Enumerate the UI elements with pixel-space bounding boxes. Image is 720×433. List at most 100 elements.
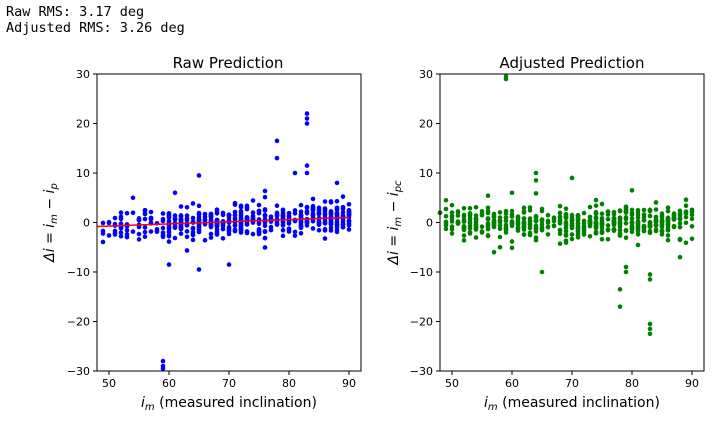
data-point (563, 212, 569, 217)
data-point (256, 230, 262, 235)
data-point (581, 228, 587, 233)
data-point (647, 213, 653, 219)
data-point (665, 215, 671, 221)
data-point (166, 239, 172, 244)
data-point (226, 229, 232, 234)
data-point (304, 205, 310, 210)
data-point (581, 210, 587, 216)
data-point (160, 234, 166, 240)
chart-title: Raw Prediction (173, 54, 284, 72)
data-point (473, 213, 479, 218)
data-point (262, 207, 268, 212)
data-point (334, 207, 340, 213)
data-point (262, 235, 268, 241)
y-tick-label: 0 (83, 217, 90, 230)
data-point (581, 225, 587, 230)
data-point (689, 207, 695, 213)
data-point (593, 203, 599, 208)
data-point (280, 227, 286, 233)
data-point (569, 212, 575, 218)
data-point (473, 222, 479, 228)
data-point (503, 215, 509, 220)
data-point (316, 205, 322, 211)
data-point (593, 211, 599, 217)
data-point (214, 231, 220, 236)
data-point (346, 227, 352, 232)
data-point (160, 366, 166, 371)
data-point (136, 216, 142, 221)
data-point (497, 218, 503, 224)
data-point (605, 216, 611, 222)
data-point (461, 212, 467, 218)
data-point (539, 217, 545, 222)
data-point (575, 213, 581, 219)
data-point (521, 216, 527, 221)
data-point (256, 220, 262, 226)
data-point (683, 203, 689, 209)
data-point (449, 202, 455, 208)
data-point (509, 212, 515, 217)
data-point (298, 220, 304, 225)
data-point (473, 216, 479, 222)
data-point (262, 229, 268, 235)
data-point (509, 190, 515, 196)
data-point (136, 224, 142, 230)
data-point (178, 213, 184, 219)
console-output: Raw RMS: 3.17 deg Adjusted RMS: 3.26 deg (6, 4, 185, 36)
data-point (238, 223, 244, 229)
chart-title: Adjusted Prediction (500, 54, 645, 72)
data-point (587, 204, 593, 210)
data-point (533, 225, 539, 231)
data-point (497, 226, 503, 232)
data-point (214, 226, 220, 232)
data-point (166, 232, 172, 238)
data-point (527, 218, 533, 224)
data-point (605, 227, 611, 233)
data-point (461, 206, 467, 211)
data-point (611, 216, 617, 221)
data-point (479, 224, 485, 229)
data-point (563, 232, 569, 237)
data-point (635, 222, 641, 227)
x-tick-label: 70 (565, 377, 579, 390)
y-axis-label: Δi = im − ipc (386, 180, 404, 266)
data-point (292, 229, 298, 235)
data-point (443, 226, 449, 232)
data-point (262, 223, 268, 229)
y-tick-label: 10 (76, 167, 90, 180)
data-point (118, 221, 124, 226)
data-point (545, 218, 551, 224)
data-point (563, 219, 569, 225)
data-point (563, 215, 569, 221)
data-point (292, 233, 298, 238)
data-point (340, 204, 346, 210)
data-point (346, 221, 352, 227)
data-point (593, 216, 599, 221)
data-point (304, 116, 310, 121)
data-point (142, 225, 148, 230)
data-point (677, 224, 683, 230)
data-point (334, 198, 340, 204)
data-point (557, 214, 563, 220)
data-point (214, 207, 220, 212)
data-point (575, 222, 581, 228)
data-point (142, 211, 148, 217)
data-point (316, 222, 322, 227)
data-point (268, 227, 274, 233)
data-point (262, 188, 268, 194)
data-point (647, 331, 653, 337)
data-point (202, 211, 208, 217)
data-point (593, 221, 599, 226)
data-point (196, 229, 202, 235)
data-point (533, 229, 539, 234)
data-point (665, 208, 671, 214)
x-tick-label: 80 (282, 377, 296, 390)
data-point (569, 219, 575, 224)
data-point (509, 245, 515, 251)
data-point (689, 216, 695, 222)
data-point (641, 207, 647, 213)
y-tick-label: 30 (76, 68, 90, 81)
data-point (599, 221, 605, 227)
data-point (220, 236, 226, 241)
data-point (647, 277, 653, 282)
